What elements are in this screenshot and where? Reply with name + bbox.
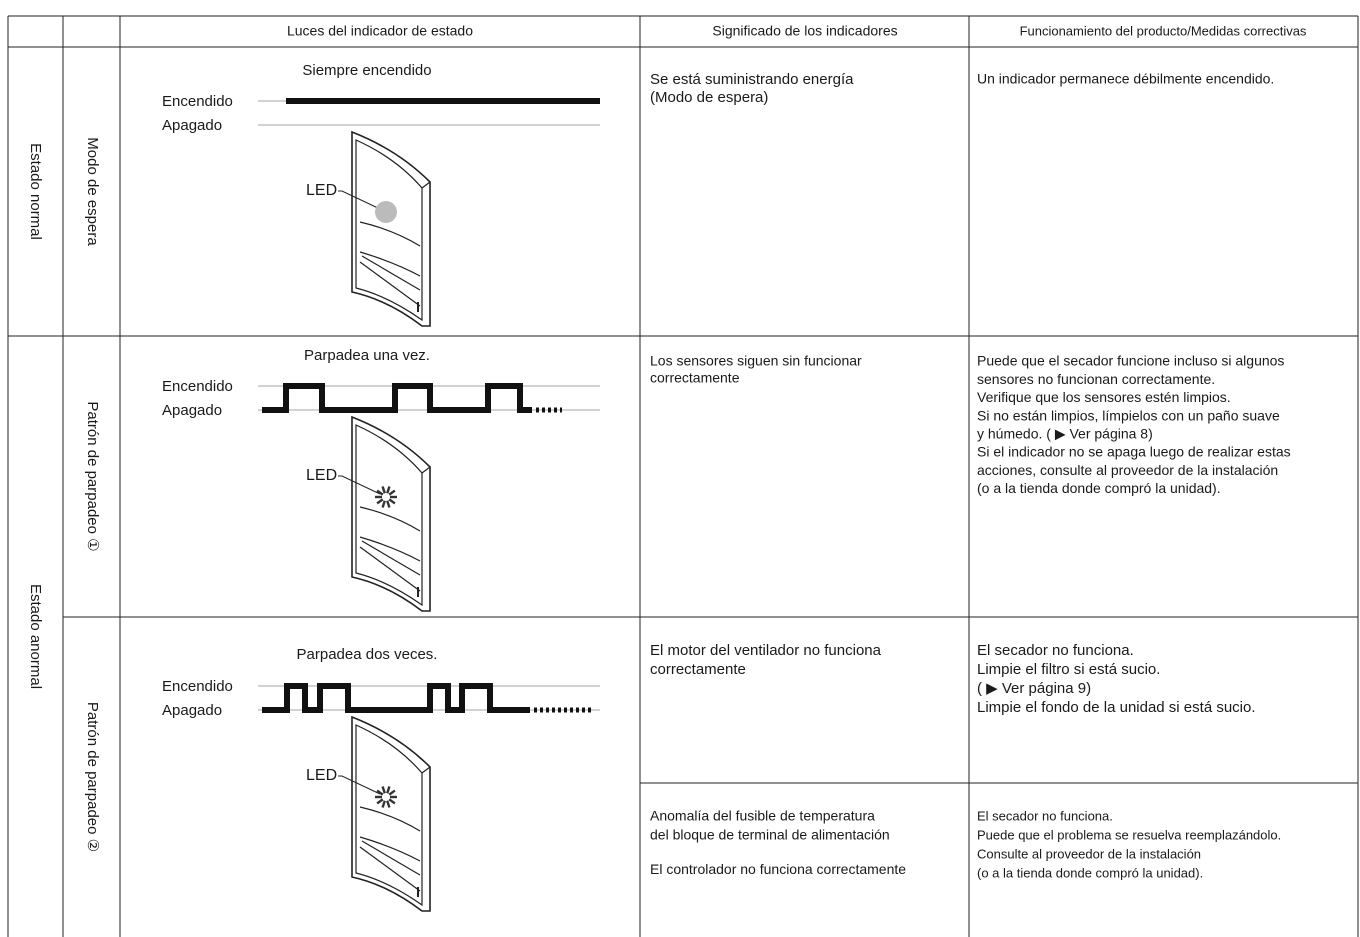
action-text: Consulte al proveedor de la instalación [977, 846, 1201, 861]
device-shelf [361, 255, 421, 291]
signal-line [262, 683, 530, 713]
led-ray [386, 800, 391, 808]
action-text: (o a la tienda donde compró la unidad). [977, 865, 1203, 880]
signal-line [262, 383, 532, 413]
meaning-text: Se está suministrando energía [650, 71, 854, 88]
meaning-text: correctamente [650, 370, 740, 386]
device-shelf [359, 536, 421, 562]
action-text: Verifique que los sensores estén limpios… [977, 389, 1231, 405]
device-shelf [359, 221, 421, 247]
off-label: Apagado [162, 117, 222, 134]
led-label: LED [306, 767, 337, 784]
led-pointer [338, 475, 381, 495]
led-label: LED [306, 467, 337, 484]
led-ray [376, 498, 384, 505]
status-diagram: Parpadea dos veces. Encendido Apagado LED [162, 646, 600, 912]
group-label: Estado anormal [27, 584, 44, 689]
device-edge [421, 466, 431, 474]
led-light [375, 201, 397, 223]
led-ray [388, 498, 396, 505]
header-cell: Luces del indicador de estado [287, 23, 473, 39]
meaning-text: Los sensores siguen sin funcionar [650, 353, 862, 369]
action-text: Puede que el problema se resuelva reempl… [977, 827, 1281, 842]
device-body [351, 130, 431, 327]
led-ray [381, 786, 386, 794]
action-text: acciones, consulte al proveedor de la in… [977, 462, 1278, 478]
led-pointer [338, 190, 381, 210]
group-label: Estado normal [27, 143, 44, 240]
action-text: sensores no funcionan correctamente. [977, 371, 1215, 387]
pattern-label: Modo de espera [84, 137, 101, 246]
device-front [355, 139, 423, 322]
led-ray [381, 800, 386, 808]
action-text: Si el indicador no se apaga luego de rea… [977, 444, 1291, 460]
action-text: Limpie el filtro si está sucio. [977, 661, 1160, 678]
device-shelf [359, 846, 421, 892]
device-edge [421, 181, 431, 189]
meaning-text: El controlador no funciona correctamente [650, 861, 906, 877]
led-ray [386, 786, 391, 794]
led-ray [381, 500, 386, 508]
action-text: Puede que el secador funcione incluso si… [977, 353, 1284, 369]
on-label: Encendido [162, 678, 233, 695]
device-body [351, 415, 431, 612]
diagram-caption: Siempre encendido [302, 62, 431, 79]
action-text: y húmedo. ( ▶ Ver página 8) [977, 426, 1153, 442]
led-ray [376, 798, 384, 805]
header-cell: Significado de los indicadores [712, 23, 897, 39]
diagram-caption: Parpadea dos veces. [297, 646, 438, 663]
meaning-text: (Modo de espera) [650, 89, 768, 106]
action-text: (o a la tienda donde compró la unidad). [977, 480, 1221, 496]
device-edge [421, 766, 431, 774]
pattern-label: Patrón de parpadeo ① [84, 401, 101, 551]
action-text: Limpie el fondo de la unidad si está suc… [977, 699, 1256, 716]
action-text: Un indicador permanece débilmente encend… [977, 71, 1274, 87]
meaning-text: Anomalía del fusible de temperatura [650, 808, 875, 824]
led-ray [388, 489, 396, 496]
on-label: Encendido [162, 93, 233, 110]
status-diagram: Parpadea una vez. Encendido Apagado LED [162, 347, 600, 612]
status-diagram: Siempre encendido Encendido Apagado LED [162, 62, 600, 327]
led-ray [388, 789, 396, 796]
device-front [355, 424, 423, 607]
device-shelf [359, 506, 421, 532]
meaning-text: El motor del ventilador no funciona [650, 642, 882, 659]
action-text: ( ▶ Ver página 9) [977, 680, 1091, 697]
led-pointer [338, 775, 381, 795]
device-body [351, 715, 431, 912]
device-shelf [359, 546, 421, 592]
led-ray [388, 798, 396, 805]
device-shelf [361, 840, 421, 876]
meaning-text: del bloque de terminal de alimentación [650, 827, 890, 843]
led-ray [386, 500, 391, 508]
action-text: Si no están limpios, límpielos con un pa… [977, 407, 1280, 423]
meaning-text: correctamente [650, 661, 746, 678]
off-label: Apagado [162, 402, 222, 419]
action-text: El secador no funciona. [977, 642, 1134, 659]
device-shelf [359, 836, 421, 862]
led-ray [386, 486, 391, 494]
device-shelf [359, 261, 421, 307]
diagram-caption: Parpadea una vez. [304, 347, 430, 364]
action-text: El secador no funciona. [977, 808, 1113, 823]
led-ray [381, 486, 386, 494]
led-ray [376, 489, 384, 496]
pattern-label: Patrón de parpadeo ② [84, 702, 101, 852]
off-label: Apagado [162, 702, 222, 719]
led-ray [376, 789, 384, 796]
device-front [355, 724, 423, 907]
led-label: LED [306, 182, 337, 199]
device-shelf [361, 540, 421, 576]
device-shelf [359, 251, 421, 277]
on-label: Encendido [162, 378, 233, 395]
device-shelf [359, 806, 421, 832]
header-cell: Funcionamiento del producto/Medidas corr… [1020, 23, 1307, 38]
